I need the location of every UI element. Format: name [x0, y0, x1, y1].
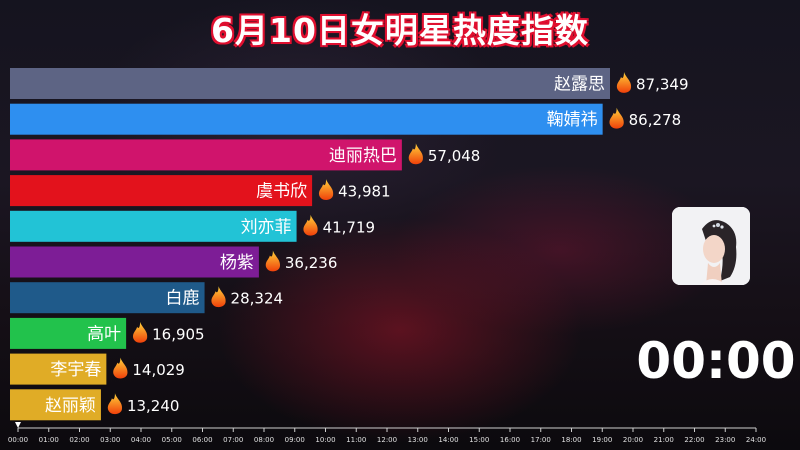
bar-value: 86,278	[629, 111, 682, 129]
bar-group: 刘亦菲 41,719	[10, 210, 376, 242]
bar-group: 赵露思 87,349	[10, 68, 689, 99]
fire-icon	[318, 179, 334, 200]
bar-group: 高叶 16,905	[10, 317, 205, 349]
bars-layer: 赵露思 87,349 鞠婧祎 86,278 迪丽热巴 57,048 虞书欣 43,981 刘亦菲…	[10, 68, 689, 421]
fire-icon	[408, 143, 423, 165]
timeline-tick-label: 20:00	[623, 436, 643, 444]
timeline-tick-label: 15:00	[469, 436, 489, 444]
bar-label: 白鹿	[166, 289, 200, 309]
timeline-tick-label: 17:00	[531, 436, 551, 444]
bar-group: 虞书欣 43,981	[10, 175, 391, 207]
bar	[10, 282, 205, 314]
timeline-tick-label: 13:00	[408, 436, 428, 444]
bar-label: 高叶	[87, 324, 121, 344]
bar-label: 刘亦菲	[241, 217, 292, 237]
fire-icon	[265, 250, 281, 272]
bar	[10, 139, 402, 171]
bar-label: 赵丽颖	[45, 396, 96, 416]
bar-group: 李宇春 14,029	[10, 353, 185, 385]
timeline-tick-label: 21:00	[654, 436, 674, 444]
timeline-tick-label: 07:00	[223, 436, 243, 444]
bar-group: 鞠婧祎 86,278	[10, 103, 682, 135]
fire-icon	[303, 214, 318, 236]
bar-value: 16,905	[152, 325, 205, 343]
timeline-tick-label: 18:00	[561, 436, 581, 444]
bar	[10, 210, 297, 242]
fire-icon	[107, 393, 123, 415]
timeline-tick-label: 14:00	[438, 436, 458, 444]
bar-label: 李宇春	[50, 360, 101, 380]
bar-value: 14,029	[132, 361, 185, 379]
timeline-marker[interactable]	[15, 422, 21, 428]
timeline-tick-label: 16:00	[500, 436, 520, 444]
bar-value: 41,719	[323, 218, 376, 236]
timeline-tick-label: 05:00	[162, 436, 182, 444]
timeline-tick-label: 09:00	[285, 436, 305, 444]
bar-value: 13,240	[127, 397, 180, 415]
timeline-tick-label: 06:00	[192, 436, 212, 444]
bar-group: 白鹿 28,324	[10, 282, 284, 314]
bar	[10, 317, 127, 349]
bar	[10, 103, 603, 135]
timeline-tick-label: 03:00	[100, 436, 120, 444]
timeline-tick-label: 02:00	[69, 436, 89, 444]
bar-label: 赵露思	[554, 75, 605, 95]
fire-icon	[211, 286, 226, 308]
bar-value: 43,981	[338, 183, 391, 201]
timeline-tick-label: 24:00	[746, 436, 766, 444]
fire-icon	[113, 357, 128, 379]
timeline-tick-label: 10:00	[315, 436, 335, 444]
bar-value: 57,048	[428, 147, 481, 165]
bar	[10, 68, 610, 99]
avatar	[672, 207, 750, 285]
bar-label: 鞠婧祎	[547, 110, 598, 130]
bar-label: 虞书欣	[256, 182, 307, 202]
chart-title: 6月10日女明星热度指数	[211, 11, 589, 50]
timeline-tick-label: 23:00	[715, 436, 735, 444]
bar-group: 杨紫 36,236	[10, 246, 338, 278]
timeline-tick-label: 04:00	[131, 436, 151, 444]
timeline-tick-label: 11:00	[346, 436, 366, 444]
bar	[10, 175, 313, 207]
bar	[10, 353, 107, 385]
timeline-tick-label: 00:00	[8, 436, 28, 444]
bar-group: 迪丽热巴 57,048	[10, 139, 481, 171]
bar-value: 28,324	[231, 290, 284, 308]
bar-label: 迪丽热巴	[329, 146, 397, 166]
timeline-tick-label: 08:00	[254, 436, 274, 444]
fire-icon	[132, 321, 148, 343]
bar	[10, 389, 101, 421]
fire-icon	[616, 72, 632, 93]
bar-value: 87,349	[636, 76, 689, 94]
bar-label: 杨紫	[220, 253, 254, 273]
timeline-tick-label: 19:00	[592, 436, 612, 444]
time-display: 00:00	[636, 332, 796, 390]
timeline-tick-label: 22:00	[684, 436, 704, 444]
timeline-tick-label: 01:00	[39, 436, 59, 444]
bar-group: 赵丽颖 13,240	[10, 389, 180, 421]
timeline-axis: 00:00 01:00 02:00 03:00 04:00 05:00 06:00 07:00…	[8, 422, 766, 444]
fire-icon	[609, 107, 624, 129]
bar-value: 36,236	[285, 254, 338, 272]
timeline-tick-label: 12:00	[377, 436, 397, 444]
bar	[10, 246, 259, 278]
